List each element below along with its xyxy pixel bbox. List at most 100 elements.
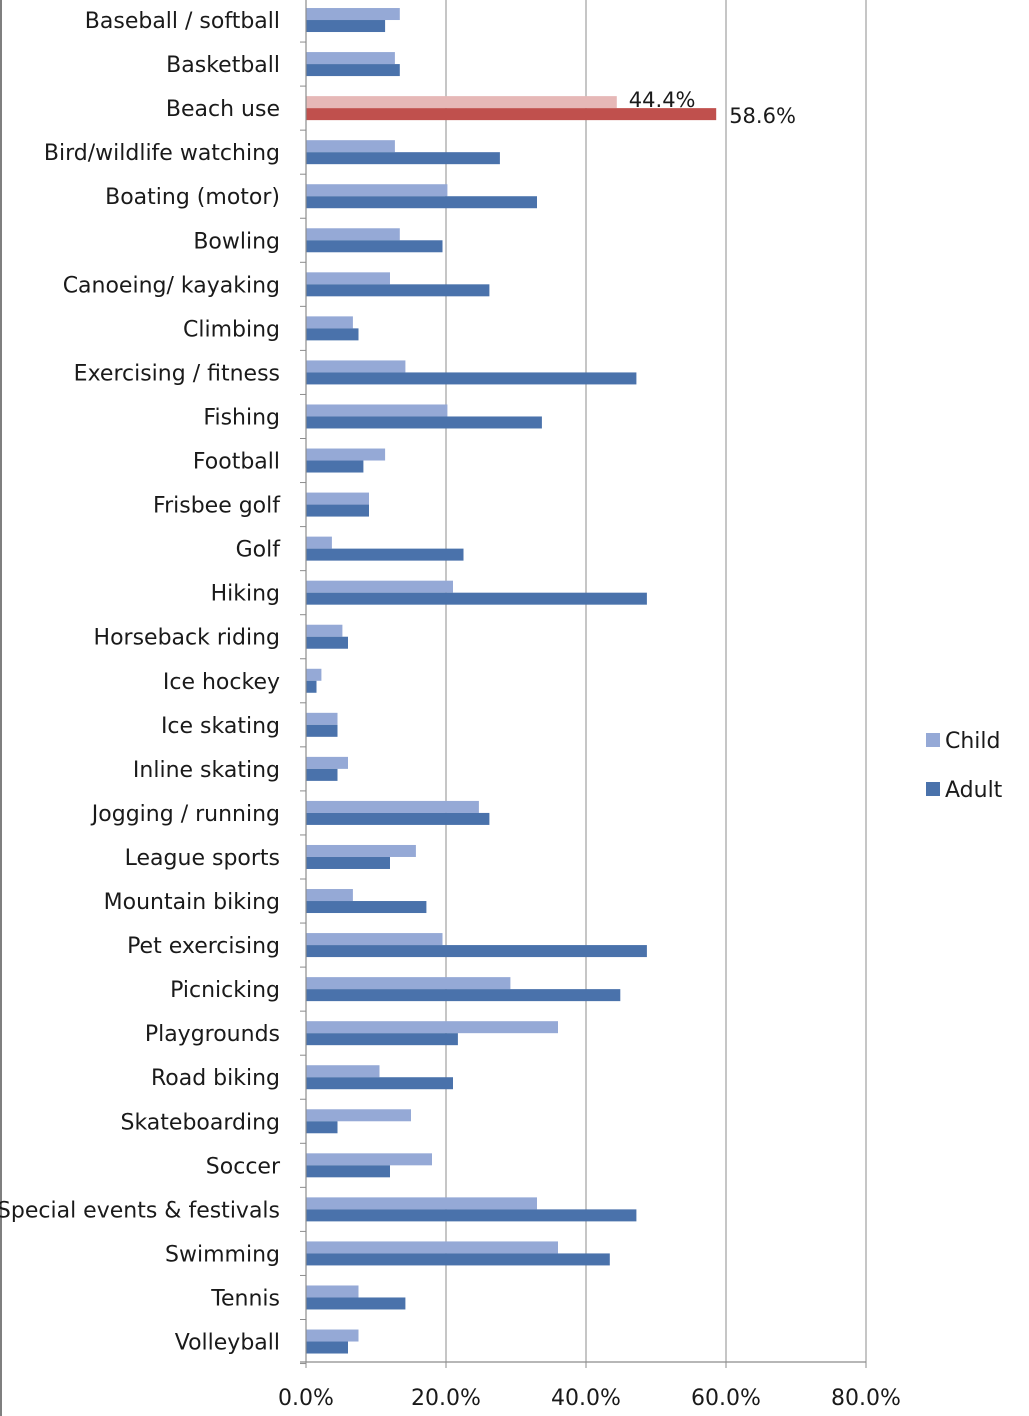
bar-adult [306, 284, 490, 297]
category-label: Golf [236, 538, 282, 563]
category-label: Swimming [165, 1242, 280, 1267]
bar-child [306, 360, 406, 373]
chart-border-left [0, 0, 2, 1416]
category-label: League sports [125, 846, 280, 871]
category-label: Frisbee golf [153, 494, 281, 519]
x-tick-label: 20.0% [411, 1386, 481, 1411]
category-label: Boating (motor) [105, 185, 280, 210]
bar-child [306, 1285, 359, 1298]
x-tick-label: 60.0% [691, 1386, 761, 1411]
bar-child [306, 536, 332, 549]
bar-child [306, 96, 617, 109]
bar-child [306, 756, 348, 769]
category-label: Inline skating [133, 758, 280, 783]
category-labels: Baseball / softball Basketball Beach use Bi… [0, 9, 281, 1356]
category-label: Exercising / fitness [74, 361, 280, 386]
category-label: Tennis [210, 1286, 280, 1311]
bar-adult [306, 989, 621, 1002]
bar-adult [306, 1341, 348, 1354]
x-tick-label: 80.0% [831, 1386, 901, 1411]
bar-child [306, 1197, 537, 1210]
bar-child [306, 1021, 558, 1034]
bar-child [306, 184, 448, 197]
bar-child [306, 272, 390, 285]
x-tick-labels: 0.0% 20.0% 40.0% 60.0% 80.0% [278, 1386, 901, 1411]
category-label: Fishing [203, 405, 280, 430]
bar-adult [306, 680, 317, 693]
bar-adult [306, 636, 348, 649]
bar-adult [306, 1297, 406, 1310]
category-label: Basketball [166, 53, 280, 78]
bar-child [306, 624, 343, 637]
category-label: Bird/wildlife watching [44, 141, 280, 166]
bar-adult [306, 1121, 338, 1134]
bar-adult [306, 460, 364, 473]
bar-adult [306, 416, 542, 429]
gridlines [445, 0, 867, 1362]
data-label-child: 44.4% [629, 88, 696, 112]
bar-adult [306, 768, 338, 781]
category-label: Road biking [151, 1066, 280, 1091]
bar-adult [306, 20, 386, 33]
legend: Child Adult [926, 729, 1003, 803]
data-label-adult: 58.6% [729, 104, 796, 128]
category-label: Football [193, 450, 280, 475]
bar-child [306, 712, 338, 725]
bar-child [306, 933, 443, 946]
bar-child [306, 52, 395, 65]
bar-adult [306, 812, 490, 825]
bar-adult [306, 592, 647, 605]
x-tick-label: 40.0% [551, 1386, 621, 1411]
category-label: Hiking [211, 582, 280, 607]
legend-label-adult: Adult [945, 778, 1003, 803]
category-label: Special events & festivals [0, 1198, 280, 1223]
category-label: Horseback riding [94, 626, 280, 651]
bar-child [306, 668, 322, 681]
bar-child [306, 1109, 411, 1122]
bar-adult [306, 240, 443, 253]
bar-adult [306, 1253, 610, 1266]
bar-child [306, 404, 448, 417]
bar-child [306, 316, 353, 329]
bar-child [306, 1241, 558, 1254]
x-tick-label: 0.0% [278, 1386, 334, 1411]
bar-adult [306, 548, 464, 561]
category-label: Playgrounds [145, 1022, 280, 1047]
category-label: Beach use [166, 97, 280, 122]
bar-child [306, 1153, 432, 1166]
bar-child [306, 492, 369, 505]
bar-marks [306, 8, 717, 1354]
bar-child [306, 448, 386, 461]
bar-adult [306, 108, 717, 121]
category-label: Ice hockey [163, 670, 280, 695]
bar-adult [306, 64, 400, 77]
category-label: Volleyball [175, 1331, 280, 1356]
bar-child [306, 1329, 359, 1342]
legend-swatch-child [926, 733, 940, 747]
bar-child [306, 889, 353, 902]
bar-child [306, 140, 395, 153]
bar-child [306, 580, 453, 593]
bar-adult [306, 856, 390, 869]
category-label: Picnicking [170, 978, 280, 1003]
category-label: Soccer [206, 1154, 281, 1179]
bar-adult [306, 1209, 637, 1222]
category-label: Bowling [193, 229, 280, 254]
legend-label-child: Child [945, 729, 1001, 754]
bar-adult [306, 372, 637, 385]
bar-adult [306, 901, 427, 914]
bar-adult [306, 1033, 458, 1046]
data-labels: 44.4% 58.6% [629, 88, 796, 128]
category-label: Pet exercising [127, 934, 280, 959]
bar-adult [306, 1077, 453, 1090]
bar-child [306, 844, 416, 857]
bar-adult [306, 504, 369, 517]
bar-child [306, 8, 400, 21]
category-label: Skateboarding [120, 1110, 280, 1135]
bar-adult [306, 724, 338, 737]
legend-swatch-adult [926, 782, 940, 796]
bar-child [306, 977, 511, 990]
category-label: Baseball / softball [85, 9, 280, 34]
bar-adult [306, 1165, 390, 1178]
